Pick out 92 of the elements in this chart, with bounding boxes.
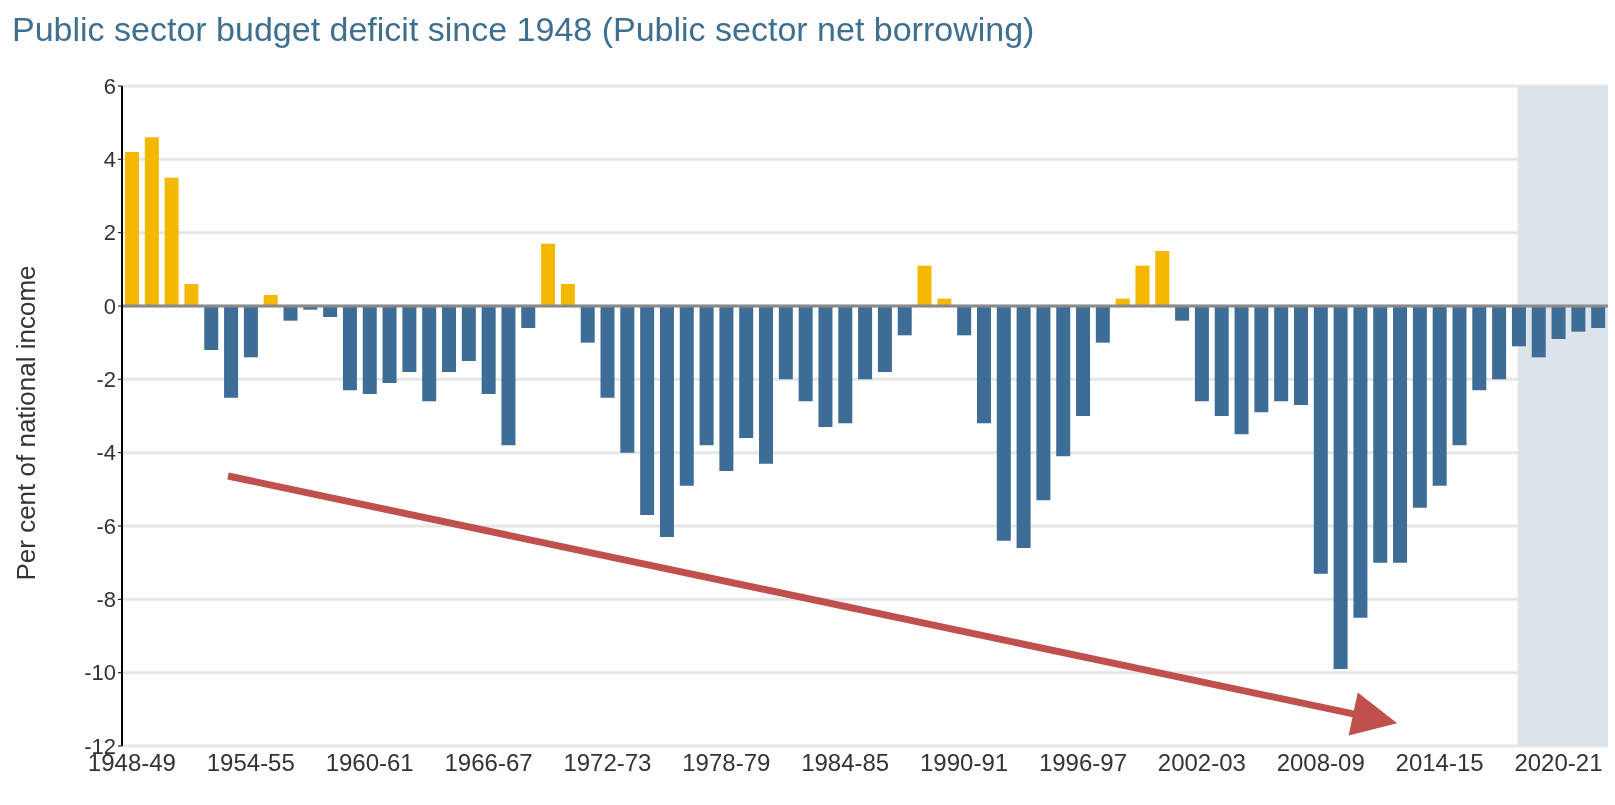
x-tick-label: 1966-67 bbox=[444, 749, 533, 777]
bar bbox=[442, 306, 457, 372]
bar bbox=[1333, 306, 1348, 669]
bar bbox=[818, 306, 833, 427]
bar bbox=[204, 306, 219, 350]
bar bbox=[461, 306, 476, 361]
bar bbox=[1076, 306, 1091, 416]
bar bbox=[1551, 306, 1566, 339]
bar bbox=[1393, 306, 1408, 563]
x-tick-label: 1990-91 bbox=[920, 749, 1009, 777]
y-tick-label: -2 bbox=[96, 367, 116, 393]
bar bbox=[362, 306, 377, 394]
bar bbox=[342, 306, 357, 391]
bar bbox=[224, 306, 239, 398]
x-tick-label: 2014-15 bbox=[1395, 749, 1484, 777]
y-tick-label: 4 bbox=[103, 147, 116, 173]
bar bbox=[640, 306, 655, 515]
x-tick-label: 2002-03 bbox=[1157, 749, 1246, 777]
bar bbox=[422, 306, 437, 402]
bar bbox=[382, 306, 397, 383]
y-tick-label: -4 bbox=[96, 440, 116, 466]
x-tick-label: 1954-55 bbox=[206, 749, 295, 777]
bar bbox=[243, 306, 258, 358]
bar bbox=[521, 306, 536, 328]
y-tick-label: 2 bbox=[103, 220, 116, 246]
bar bbox=[1591, 306, 1606, 328]
bar bbox=[719, 306, 734, 471]
bar bbox=[1373, 306, 1388, 563]
chart-title: Public sector budget deficit since 1948 (Public sector net borrowing) bbox=[12, 10, 1035, 49]
bar bbox=[1214, 306, 1229, 416]
bar bbox=[1234, 306, 1249, 435]
bar bbox=[580, 306, 595, 343]
bar bbox=[659, 306, 674, 537]
bar bbox=[560, 284, 575, 306]
bar bbox=[501, 306, 516, 446]
bar bbox=[1452, 306, 1467, 446]
bar bbox=[184, 284, 199, 306]
bar bbox=[877, 306, 892, 372]
bar bbox=[1274, 306, 1289, 402]
bar bbox=[858, 306, 873, 380]
bar bbox=[1571, 306, 1586, 332]
y-tick-label: -10 bbox=[84, 660, 116, 686]
bar bbox=[1531, 306, 1546, 358]
bar bbox=[1016, 306, 1031, 548]
x-tick-label: 1978-79 bbox=[682, 749, 771, 777]
bar bbox=[996, 306, 1011, 541]
x-tick-label: 1972-73 bbox=[563, 749, 652, 777]
bar bbox=[1056, 306, 1071, 457]
bar bbox=[620, 306, 635, 453]
bar bbox=[739, 306, 754, 438]
y-tick-label: -6 bbox=[96, 513, 116, 539]
bar bbox=[1511, 306, 1526, 347]
bar bbox=[679, 306, 694, 486]
bar bbox=[1194, 306, 1209, 402]
bar bbox=[1036, 306, 1051, 501]
bar bbox=[1155, 251, 1170, 306]
bar bbox=[759, 306, 774, 464]
x-tick-label: 2008-09 bbox=[1276, 749, 1365, 777]
bar bbox=[125, 152, 139, 306]
bar bbox=[481, 306, 496, 394]
bar bbox=[1353, 306, 1368, 618]
bar bbox=[1135, 265, 1150, 306]
bar bbox=[699, 306, 714, 446]
bar bbox=[1293, 306, 1308, 405]
bar bbox=[897, 306, 912, 336]
bar bbox=[957, 306, 972, 336]
bar bbox=[1412, 306, 1427, 508]
x-tick-label: 1984-85 bbox=[801, 749, 890, 777]
y-tick-label: 6 bbox=[103, 73, 116, 99]
y-axis-title: Per cent of national income bbox=[10, 265, 42, 581]
x-tick-label: 1996-97 bbox=[1038, 749, 1127, 777]
bar bbox=[1492, 306, 1507, 380]
bar bbox=[402, 306, 417, 372]
bar bbox=[917, 265, 932, 306]
x-tick-label: 1960-61 bbox=[325, 749, 414, 777]
bar bbox=[541, 243, 556, 306]
bar bbox=[778, 306, 793, 380]
bar bbox=[1472, 306, 1487, 391]
x-tick-label: 2020-21 bbox=[1514, 749, 1603, 777]
bar bbox=[798, 306, 813, 402]
bar bbox=[164, 177, 179, 306]
bar bbox=[838, 306, 853, 424]
bar bbox=[600, 306, 615, 398]
y-tick-label: -8 bbox=[96, 587, 116, 613]
bar bbox=[1432, 306, 1447, 486]
bar bbox=[144, 137, 159, 306]
bar bbox=[1313, 306, 1328, 574]
bar bbox=[1095, 306, 1110, 343]
y-tick-label: 0 bbox=[103, 293, 116, 319]
bar bbox=[1254, 306, 1269, 413]
bar bbox=[263, 295, 278, 306]
bar bbox=[976, 306, 991, 424]
